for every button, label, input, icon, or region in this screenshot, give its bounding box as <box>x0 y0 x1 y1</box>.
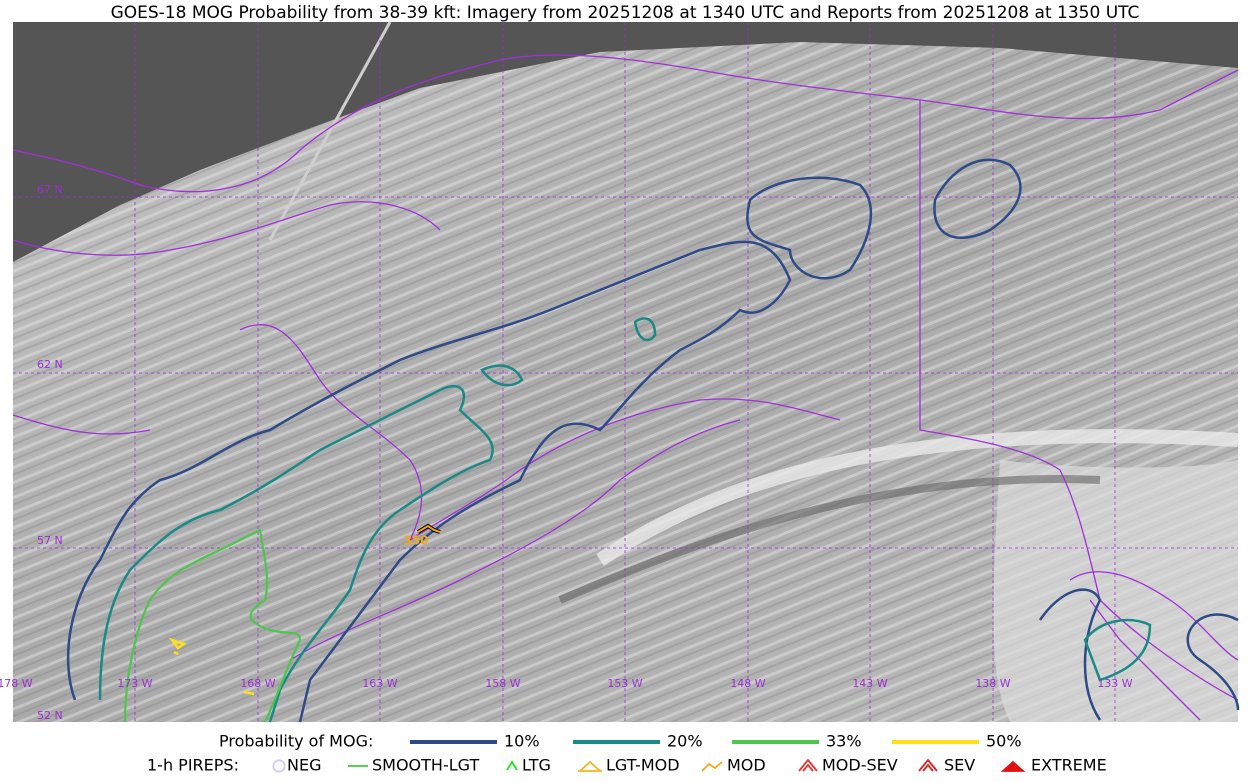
lon-label: 133 W <box>1097 677 1132 690</box>
lat-label: 62 N <box>37 358 63 371</box>
lat-label: 52 N <box>37 709 63 722</box>
coastline <box>12 54 1239 193</box>
legend-label: 20% <box>667 732 703 751</box>
mog-legend: 10% 20% 33% 50% <box>410 732 1022 751</box>
lon-label: 153 W <box>607 677 642 690</box>
legend-label: 33% <box>826 732 862 751</box>
legend-symbol <box>272 759 286 773</box>
lon-label: 148 W <box>730 677 765 690</box>
pirep-legend: NEG SMOOTH-LGT LTG LGT-MOD MOD MOD-SEV SEV EXTR… <box>272 756 1107 775</box>
contour-10 <box>746 176 873 280</box>
mog-contours <box>66 158 1240 723</box>
cloud-shadow <box>558 475 1101 604</box>
legend-symbol <box>918 758 938 772</box>
legend-label: 10% <box>504 732 540 751</box>
legend-label: MOD <box>727 756 766 775</box>
coastline <box>12 201 441 256</box>
legend-label: NEG <box>287 756 321 775</box>
contour-10 <box>66 240 792 723</box>
legend-label: LGT-MOD <box>606 756 680 775</box>
legend-label: SMOOTH-LGT <box>372 756 479 775</box>
graticule <box>13 22 1238 722</box>
legend-title: Probability of MOG: <box>219 732 373 751</box>
legend-label: EXTREME <box>1031 756 1107 775</box>
lon-label: 168 W <box>240 677 275 690</box>
coastline <box>239 324 841 542</box>
legend-title: 1-h PIREPS: <box>147 756 239 775</box>
lon-label: 158 W <box>485 677 520 690</box>
lon-labels: 178 W 173 W 168 W 163 W 158 W 153 W 148 W 143 W… <box>0 677 1133 690</box>
legend-label: 50% <box>986 732 1022 751</box>
lon-label: 173 W <box>117 677 152 690</box>
legend-symbol <box>1000 760 1026 772</box>
legend-symbol <box>506 760 518 771</box>
bright-cloud <box>993 460 1238 722</box>
lat-label: 57 N <box>37 534 63 547</box>
swath-edge <box>268 21 392 241</box>
border <box>919 100 1239 701</box>
cloud-band <box>596 429 1239 566</box>
contour-50 <box>168 637 255 696</box>
lon-label: 163 W <box>362 677 397 690</box>
legend: Probability of MOG: 10% 20% 33% 50% 1-h PIR… <box>147 732 1107 775</box>
lon-label: 143 W <box>852 677 887 690</box>
contour-20 <box>1083 618 1152 682</box>
contour-10 <box>933 158 1022 239</box>
lon-label: 138 W <box>975 677 1010 690</box>
legend-symbol <box>701 761 723 772</box>
contour-20 <box>98 384 494 723</box>
coastline <box>289 419 741 661</box>
lat-labels: 67 N 62 N 57 N 52 N <box>37 183 63 722</box>
legend-symbol <box>578 760 602 772</box>
contour-20 <box>480 364 524 387</box>
contour-33 <box>123 528 302 723</box>
title: GOES-18 MOG Probability from 38-39 kft: … <box>111 3 1140 23</box>
legend-symbol <box>798 758 818 772</box>
contour-10 <box>1038 588 1240 721</box>
coastline <box>1069 571 1239 721</box>
coastlines <box>12 54 1239 721</box>
legend-label: MOD-SEV <box>822 756 898 775</box>
contour-20 <box>633 317 657 342</box>
legend-label: LTG <box>522 756 551 775</box>
no-data-region <box>13 22 1238 262</box>
legend-label: SEV <box>944 756 975 775</box>
lat-label: 67 N <box>37 183 63 196</box>
pirep-altitude: 350 <box>403 534 428 548</box>
coastline <box>12 414 151 435</box>
pirep-symbol <box>417 524 441 533</box>
lon-label: 178 W <box>0 677 33 690</box>
